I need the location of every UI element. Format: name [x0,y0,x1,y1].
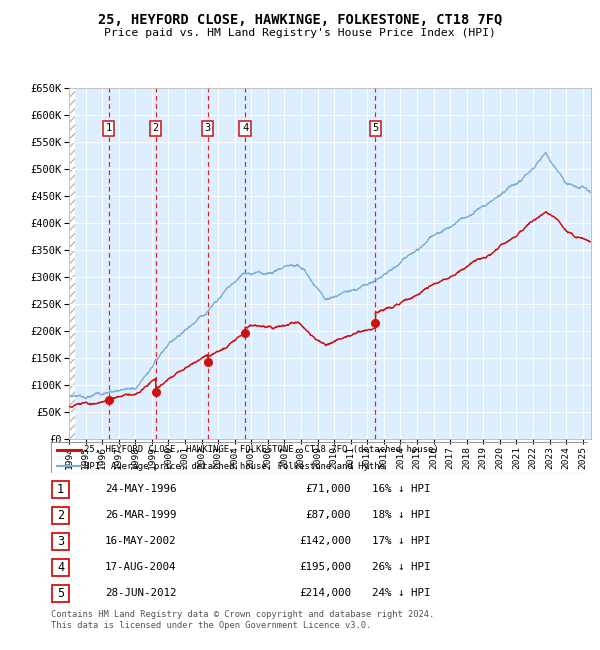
Text: 2: 2 [152,124,159,133]
Text: 24% ↓ HPI: 24% ↓ HPI [372,588,431,599]
Text: 4: 4 [242,124,248,133]
Text: Contains HM Land Registry data © Crown copyright and database right 2024.: Contains HM Land Registry data © Crown c… [51,610,434,619]
Text: 24-MAY-1996: 24-MAY-1996 [105,484,176,495]
Text: 25, HEYFORD CLOSE, HAWKINGE, FOLKESTONE, CT18 7FQ (detached house): 25, HEYFORD CLOSE, HAWKINGE, FOLKESTONE,… [84,445,439,454]
Text: 26-MAR-1999: 26-MAR-1999 [105,510,176,521]
Text: 1: 1 [106,124,112,133]
Text: 3: 3 [205,124,211,133]
Text: 16-MAY-2002: 16-MAY-2002 [105,536,176,547]
Text: 3: 3 [57,535,64,548]
Text: This data is licensed under the Open Government Licence v3.0.: This data is licensed under the Open Gov… [51,621,371,630]
Text: 2: 2 [57,509,64,522]
Text: 28-JUN-2012: 28-JUN-2012 [105,588,176,599]
Text: £71,000: £71,000 [305,484,351,495]
Text: 18% ↓ HPI: 18% ↓ HPI [372,510,431,521]
Text: 5: 5 [372,124,379,133]
Text: 1: 1 [57,483,64,496]
Text: 25, HEYFORD CLOSE, HAWKINGE, FOLKESTONE, CT18 7FQ: 25, HEYFORD CLOSE, HAWKINGE, FOLKESTONE,… [98,13,502,27]
Text: £142,000: £142,000 [299,536,351,547]
Text: Price paid vs. HM Land Registry's House Price Index (HPI): Price paid vs. HM Land Registry's House … [104,28,496,38]
Text: 26% ↓ HPI: 26% ↓ HPI [372,562,431,573]
Text: 17% ↓ HPI: 17% ↓ HPI [372,536,431,547]
Text: £214,000: £214,000 [299,588,351,599]
Text: £195,000: £195,000 [299,562,351,573]
Text: £87,000: £87,000 [305,510,351,521]
Text: HPI: Average price, detached house, Folkestone and Hythe: HPI: Average price, detached house, Folk… [84,462,385,471]
Text: 5: 5 [57,587,64,600]
Text: 16% ↓ HPI: 16% ↓ HPI [372,484,431,495]
Text: 4: 4 [57,561,64,574]
Text: 17-AUG-2004: 17-AUG-2004 [105,562,176,573]
